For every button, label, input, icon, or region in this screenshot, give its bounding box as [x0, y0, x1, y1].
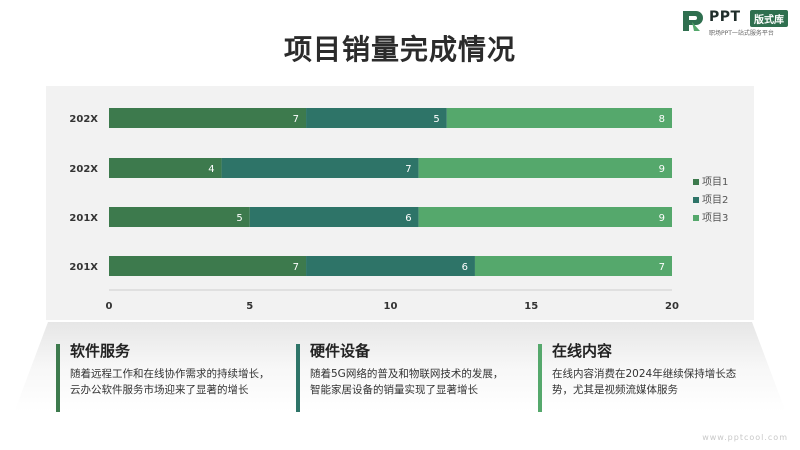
card-accent-bar	[538, 344, 542, 412]
legend-swatch	[693, 215, 699, 221]
logo: PPT 版式库 职场PPT一站式服务平台	[680, 8, 795, 38]
bar-data-label: 5	[236, 213, 242, 224]
bar-segment	[109, 256, 307, 276]
bar-segment	[306, 256, 475, 276]
card-title: 软件服务	[70, 342, 131, 360]
bar-segment	[221, 158, 419, 178]
bar-data-label: 7	[293, 114, 299, 125]
bar-segment	[306, 108, 447, 128]
ppt-logo-icon	[683, 11, 703, 31]
legend-label: 项目3	[702, 212, 728, 224]
legend-swatch	[693, 197, 699, 203]
y-category-label: 202X	[69, 114, 98, 125]
x-tick-label: 15	[524, 301, 538, 312]
card-description: 随着远程工作和在线协作需求的持续增长，云办公软件服务市场迎来了显著的增长	[70, 368, 270, 396]
bar-data-label: 7	[659, 262, 665, 273]
legend-label: 项目2	[702, 194, 728, 206]
x-tick-label: 20	[665, 301, 679, 312]
bar-data-label: 5	[433, 114, 439, 125]
bar-data-label: 7	[293, 262, 299, 273]
bar-segment	[474, 256, 672, 276]
bar-data-label: 8	[659, 114, 665, 125]
card-description: 在线内容消费在2024年继续保持增长态势，尤其是视频流媒体服务	[552, 368, 737, 396]
bar-data-label: 4	[208, 164, 214, 175]
bar-data-label: 9	[659, 213, 665, 224]
bar-segment	[109, 207, 250, 227]
card-description: 随着5G网络的普及和物联网技术的发展，智能家居设备的销量实现了显著增长	[310, 368, 504, 396]
bar-segment	[418, 207, 672, 227]
card-title: 在线内容	[552, 342, 613, 360]
y-category-label: 201X	[69, 213, 98, 224]
legend-swatch	[693, 179, 699, 185]
y-category-label: 202X	[69, 164, 98, 175]
floor-gradient	[0, 322, 800, 450]
bar-segment	[109, 158, 222, 178]
legend-label: 项目1	[702, 176, 728, 188]
page-title: 项目销量完成情况	[283, 33, 516, 66]
card-accent-bar	[296, 344, 300, 412]
logo-brand: PPT	[709, 9, 741, 25]
card-accent-bar	[56, 344, 60, 412]
bar-data-label: 6	[462, 262, 468, 273]
bar-segment	[446, 108, 672, 128]
bar-data-label: 6	[405, 213, 411, 224]
y-category-label: 201X	[69, 262, 98, 273]
x-tick-label: 5	[246, 301, 253, 312]
x-tick-label: 10	[384, 301, 398, 312]
logo-edition-badge: 版式库	[750, 10, 788, 27]
card-title: 硬件设备	[310, 342, 371, 360]
bar-data-label: 9	[659, 164, 665, 175]
bar-segment	[249, 207, 419, 227]
x-tick-label: 0	[106, 301, 113, 312]
bar-data-label: 7	[405, 164, 411, 175]
bar-segment	[418, 158, 672, 178]
watermark: www.pptcool.com	[702, 433, 788, 442]
logo-tagline: 职场PPT一站式服务平台	[709, 30, 774, 37]
bar-segment	[109, 108, 307, 128]
